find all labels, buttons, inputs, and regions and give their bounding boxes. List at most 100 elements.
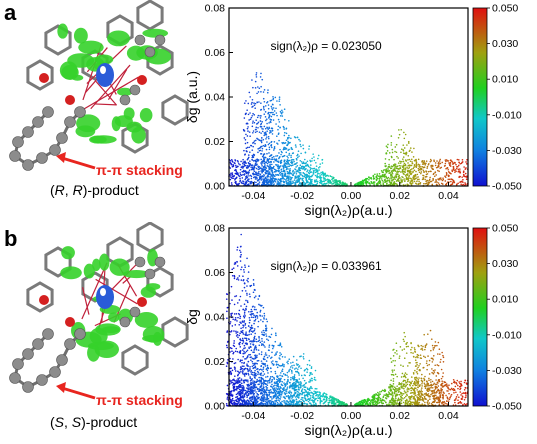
scatter-point bbox=[322, 393, 325, 395]
scatter-point bbox=[409, 400, 411, 403]
carbon-atom bbox=[119, 94, 131, 106]
scatter-point bbox=[235, 313, 238, 315]
scatter-point bbox=[247, 370, 249, 372]
scatter-point bbox=[256, 368, 258, 371]
scatter-point bbox=[255, 76, 258, 78]
carbon-atom bbox=[49, 366, 61, 378]
scatter-point bbox=[293, 163, 296, 165]
scatter-point bbox=[243, 282, 246, 284]
scatter-point bbox=[373, 177, 376, 180]
scatter-point bbox=[331, 175, 333, 178]
scatter-point bbox=[244, 266, 247, 269]
scatter-point bbox=[313, 390, 315, 393]
scatter-point bbox=[289, 182, 292, 184]
scatter-point bbox=[250, 166, 252, 169]
scatter-point bbox=[290, 146, 293, 149]
scatter-point bbox=[447, 174, 450, 177]
scatter-point bbox=[245, 133, 247, 136]
scatter-point bbox=[243, 375, 246, 377]
scatter-point bbox=[397, 173, 399, 175]
scatter-point bbox=[253, 383, 255, 386]
scatter-point bbox=[254, 80, 257, 83]
scatter-point bbox=[234, 324, 237, 326]
scatter-point bbox=[265, 354, 268, 356]
scatter-point bbox=[401, 181, 404, 183]
scatter-point bbox=[379, 393, 381, 395]
scatter-point bbox=[241, 395, 244, 397]
scatter-point bbox=[252, 279, 255, 281]
scatter-point bbox=[268, 122, 270, 124]
scatter-point bbox=[434, 162, 437, 164]
scatter-point bbox=[245, 331, 247, 333]
scatter-point bbox=[267, 104, 270, 106]
scatter-point bbox=[254, 372, 257, 375]
stacking-arrow-head bbox=[56, 382, 66, 393]
molecule-rr-illustration bbox=[9, 0, 189, 171]
scatter-point bbox=[239, 383, 242, 386]
scatter-point bbox=[230, 158, 233, 161]
scatter-point bbox=[302, 167, 305, 170]
scatter-point bbox=[399, 162, 402, 164]
scatter-point bbox=[462, 181, 464, 183]
scatter-point bbox=[271, 146, 273, 149]
scatter-point bbox=[302, 180, 304, 182]
scatter-point bbox=[259, 398, 262, 401]
scatter-point bbox=[246, 301, 249, 304]
scatter-point bbox=[246, 391, 248, 394]
scatter-point bbox=[265, 389, 268, 391]
scatter-point bbox=[273, 161, 275, 163]
scatter-point bbox=[245, 350, 248, 353]
scatter-point bbox=[300, 161, 303, 163]
scatter-point bbox=[417, 183, 419, 186]
scatter-point bbox=[412, 388, 415, 390]
scatter-point bbox=[374, 173, 376, 176]
colorbar-tick-label: 0.030 bbox=[492, 38, 518, 50]
scatter-point bbox=[250, 369, 252, 372]
scatter-point bbox=[285, 181, 288, 183]
scatter-point bbox=[265, 329, 268, 332]
scatter-point bbox=[333, 398, 336, 400]
x-axis-label: sign(λ₂)ρ(a.u.) bbox=[304, 202, 392, 218]
scatter-point bbox=[278, 121, 281, 123]
scatter-point bbox=[362, 182, 365, 185]
scatter-point bbox=[268, 158, 271, 160]
scatter-point bbox=[251, 79, 253, 81]
scatter-point bbox=[242, 166, 244, 169]
scatter-point bbox=[411, 162, 414, 165]
scatter-point bbox=[235, 393, 238, 396]
scatter-point bbox=[241, 359, 243, 362]
scatter-point bbox=[250, 177, 253, 180]
scatter-point bbox=[387, 143, 389, 146]
scatter-point bbox=[276, 100, 278, 102]
scatter-point bbox=[445, 400, 448, 402]
scatter-point bbox=[252, 374, 254, 376]
scatter-point bbox=[272, 111, 274, 114]
scatter-point bbox=[226, 361, 229, 364]
scatter-point bbox=[257, 126, 259, 129]
pi-stacking-label-b: π-π stacking bbox=[96, 392, 183, 408]
scatter-point bbox=[273, 392, 275, 394]
scatter-point bbox=[269, 177, 272, 179]
scatter-point bbox=[238, 394, 241, 396]
scatter-point bbox=[234, 402, 237, 405]
scatter-point bbox=[270, 356, 273, 359]
scatter-point bbox=[255, 347, 257, 349]
scatter-point bbox=[465, 163, 468, 165]
scatter-point bbox=[269, 154, 272, 157]
scatter-point bbox=[277, 170, 280, 173]
scatter-point bbox=[285, 148, 288, 150]
scatter-point bbox=[274, 332, 277, 335]
scatter-point bbox=[403, 147, 406, 149]
scatter-point bbox=[244, 392, 247, 395]
scatter-point bbox=[272, 181, 274, 184]
scatter-point bbox=[328, 399, 331, 402]
scatter-point bbox=[261, 171, 263, 174]
scatter-point bbox=[264, 164, 266, 166]
scatter-point bbox=[238, 404, 241, 406]
scatter-point bbox=[297, 180, 299, 183]
scatter-point bbox=[278, 357, 280, 359]
colorbar-tick-label: 0.010 bbox=[492, 74, 518, 86]
scatter-point bbox=[230, 313, 233, 315]
scatter-point bbox=[263, 113, 266, 115]
colorbar bbox=[472, 7, 488, 187]
